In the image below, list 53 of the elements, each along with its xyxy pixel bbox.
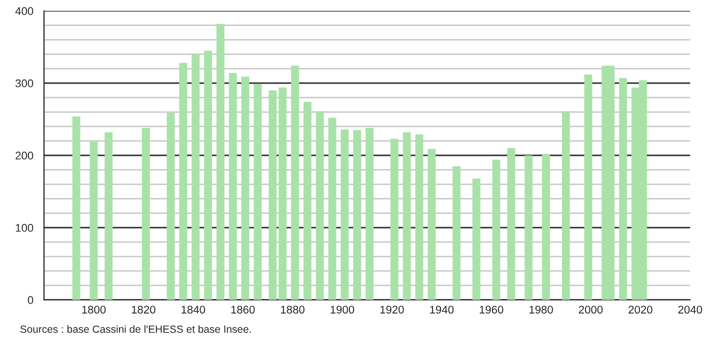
bar [472, 178, 480, 300]
bar [204, 50, 212, 300]
bar [72, 116, 80, 300]
y-tick-label: 0 [28, 296, 34, 304]
x-tick-label: 1840 [182, 306, 206, 314]
bar [492, 160, 500, 300]
bar [584, 74, 592, 300]
x-tick-label: 2020 [628, 306, 652, 314]
bar [507, 148, 516, 300]
bar [542, 154, 550, 300]
bar [254, 84, 262, 300]
bar [268, 90, 277, 300]
bar [192, 54, 200, 300]
bar [166, 112, 175, 300]
x-tick-label: 1980 [530, 306, 553, 314]
x-tick-label: 1860 [231, 306, 255, 314]
x-tick-label: 1800 [82, 306, 106, 314]
x-tick-label: 1900 [330, 306, 354, 314]
bar [303, 102, 312, 300]
bar [524, 155, 533, 300]
y-tick-label: 100 [16, 224, 34, 232]
bar [428, 148, 436, 300]
x-tick-label: 1960 [480, 306, 504, 314]
bar [90, 142, 98, 300]
bar [415, 134, 424, 300]
x-tick-label: 1880 [281, 306, 304, 314]
bar [241, 76, 250, 300]
x-tick-label: 1820 [132, 306, 156, 314]
x-tick-label: 2040 [678, 306, 702, 314]
x-tick-label: 2000 [578, 306, 603, 314]
source-note: Sources : base Cassini de l'EHESS et base Insee. [20, 325, 251, 333]
bar [142, 128, 150, 300]
bar [316, 111, 324, 300]
bar [328, 118, 336, 300]
bar [340, 129, 349, 300]
bar [216, 24, 224, 300]
x-tick-label: 1940 [430, 306, 454, 314]
y-tick-label: 400 [15, 7, 34, 16]
bar [619, 78, 627, 300]
bar [390, 138, 398, 300]
x-tick-label: 1920 [380, 306, 404, 314]
bar [278, 87, 287, 300]
bar [353, 130, 362, 300]
bar [562, 111, 570, 300]
bar [291, 66, 299, 300]
bar [366, 128, 374, 300]
bar [402, 132, 411, 300]
bar [452, 166, 461, 300]
bar [104, 132, 113, 300]
y-tick-label: 200 [16, 152, 34, 160]
y-tick-label: 300 [15, 79, 34, 88]
bar [179, 62, 188, 300]
bar [228, 73, 237, 300]
